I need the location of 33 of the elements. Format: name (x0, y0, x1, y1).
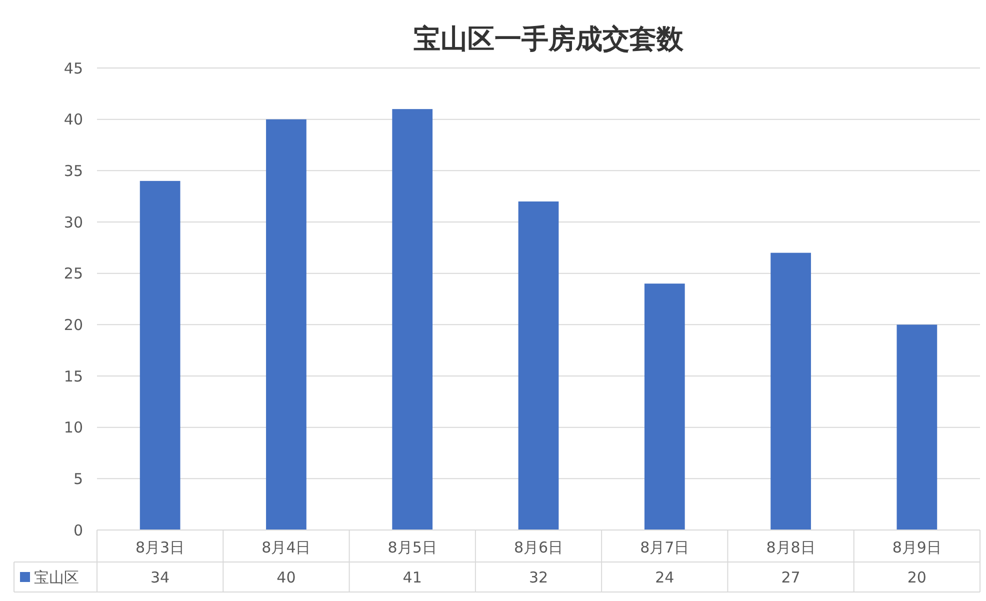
y-tick-label: 15 (64, 367, 83, 386)
bar (140, 180, 180, 530)
data-label: 32 (528, 568, 548, 586)
y-tick-label: 20 (64, 316, 83, 334)
y-tick-label: 35 (64, 162, 83, 180)
legend-label: 宝山区 (34, 568, 79, 586)
data-label: 24 (655, 568, 674, 586)
x-tick-label: 8月5日 (388, 538, 437, 556)
x-tick-label: 8月7日 (640, 538, 690, 556)
y-tick-label: 0 (73, 521, 83, 540)
bar (518, 201, 559, 530)
bar (392, 109, 433, 530)
y-tick-label: 45 (64, 59, 83, 78)
x-tick-label: 8月6日 (514, 538, 564, 556)
x-tick-label: 8月9日 (892, 538, 942, 556)
y-tick-label: 30 (64, 213, 83, 232)
bar (644, 284, 685, 530)
data-label: 41 (402, 568, 422, 586)
data-label: 27 (781, 568, 800, 586)
y-tick-label: 5 (73, 470, 83, 488)
y-tick-label: 10 (64, 418, 83, 437)
y-tick-label: 40 (64, 110, 83, 129)
x-tick-label: 8月8日 (766, 538, 816, 556)
data-label: 40 (276, 568, 296, 586)
x-tick-label: 8月3日 (136, 538, 185, 556)
x-tick-label: 8月4日 (262, 538, 311, 556)
data-label: 20 (907, 568, 926, 586)
data-label: 34 (150, 568, 170, 586)
bar (896, 324, 938, 530)
y-tick-label: 25 (64, 264, 83, 283)
bar (770, 252, 811, 530)
bar (266, 119, 306, 530)
chart-title: 宝山区一手房成交套数 (414, 24, 684, 55)
